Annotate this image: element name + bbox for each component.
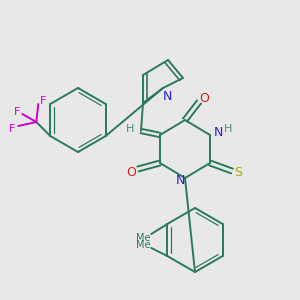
Text: F: F — [40, 96, 46, 106]
Text: S: S — [234, 167, 242, 179]
Text: H: H — [126, 124, 134, 134]
Text: N: N — [213, 127, 223, 140]
Text: N: N — [162, 89, 172, 103]
Text: Me: Me — [136, 240, 151, 250]
Text: O: O — [126, 166, 136, 178]
Text: F: F — [9, 124, 16, 134]
Text: F: F — [14, 107, 20, 117]
Text: N: N — [175, 173, 185, 187]
Text: H: H — [224, 124, 232, 134]
Text: Me: Me — [136, 233, 151, 243]
Text: O: O — [199, 92, 209, 104]
